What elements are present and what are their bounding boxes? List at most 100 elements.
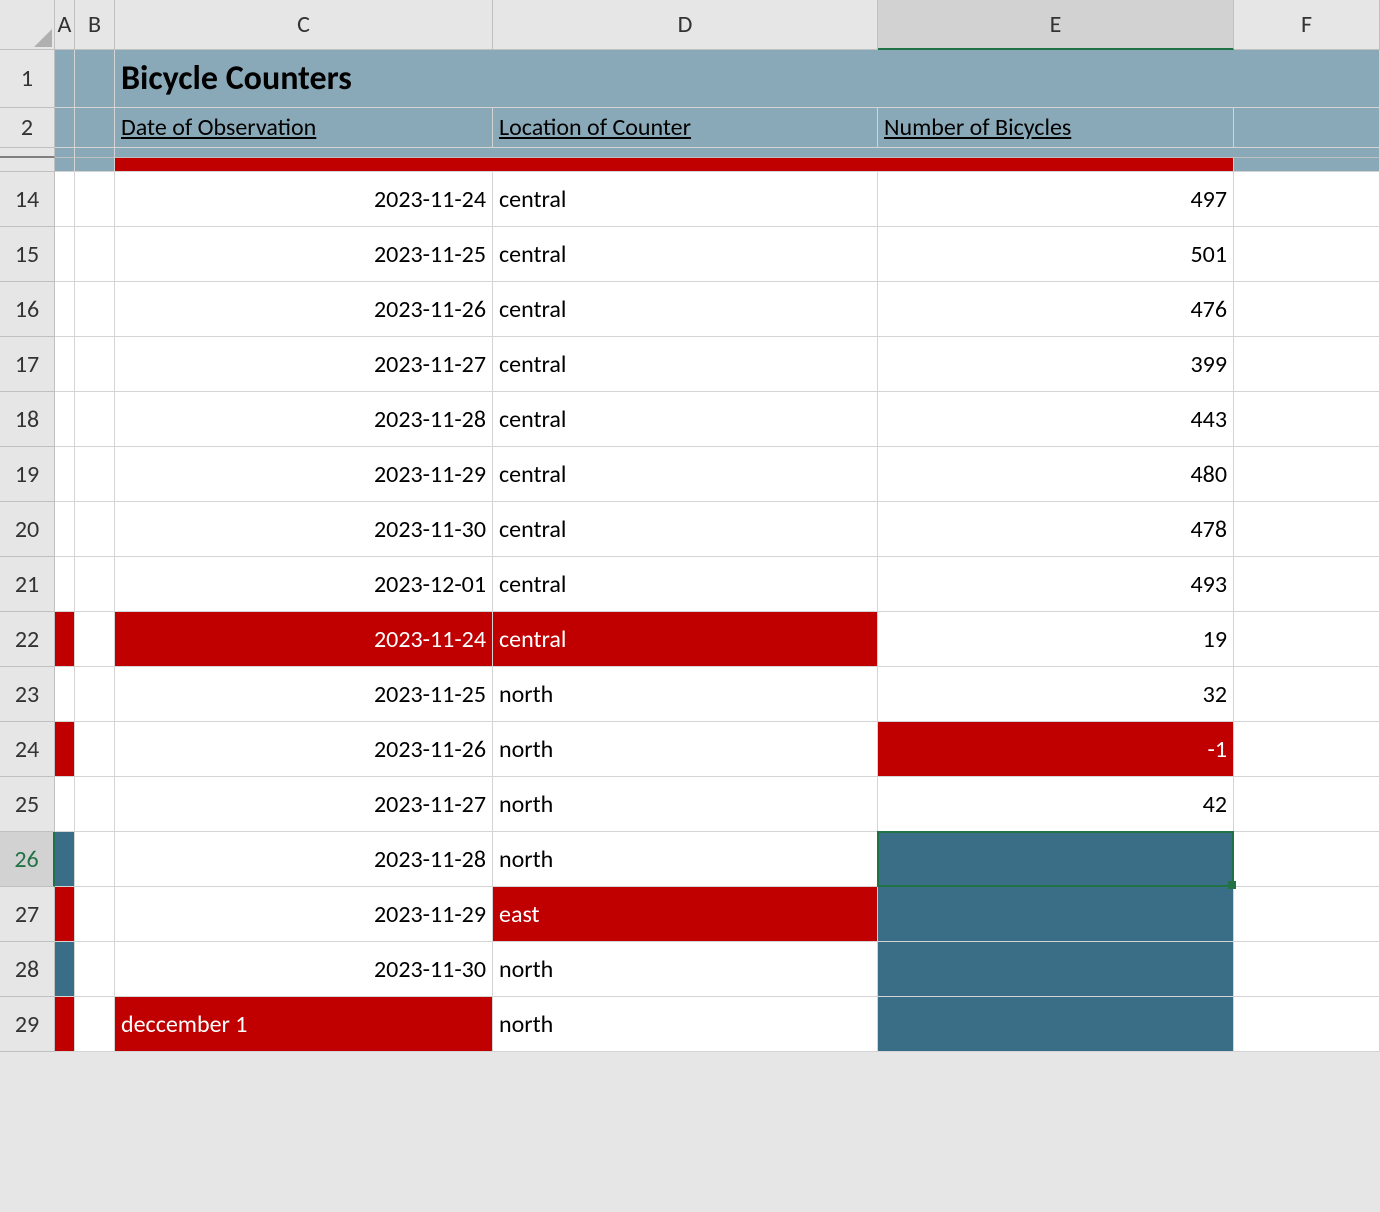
- select-all-corner[interactable]: [0, 0, 55, 50]
- cell-f-26[interactable]: [1234, 832, 1380, 887]
- cell-b-14[interactable]: [75, 172, 115, 227]
- cell-date-17[interactable]: 2023-11-27: [115, 337, 493, 392]
- cell-location-18[interactable]: central: [493, 392, 878, 447]
- column-header-c[interactable]: C: [115, 0, 493, 50]
- cell-count-20[interactable]: 478: [878, 502, 1234, 557]
- cell-date-14[interactable]: 2023-11-24: [115, 172, 493, 227]
- cell-b-25[interactable]: [75, 777, 115, 832]
- cell-date-16[interactable]: 2023-11-26: [115, 282, 493, 337]
- cell-f-25[interactable]: [1234, 777, 1380, 832]
- cell-location-15[interactable]: central: [493, 227, 878, 282]
- row-header-22[interactable]: 22: [0, 612, 55, 667]
- cell-f-29[interactable]: [1234, 997, 1380, 1052]
- column-header-e[interactable]: E: [878, 0, 1234, 50]
- row-header-25[interactable]: 25: [0, 777, 55, 832]
- row-header-frozen-gap[interactable]: [0, 158, 55, 172]
- cell-location-23[interactable]: north: [493, 667, 878, 722]
- row-header-24[interactable]: 24: [0, 722, 55, 777]
- cell-b-19[interactable]: [75, 447, 115, 502]
- cell-date-25[interactable]: 2023-11-27: [115, 777, 493, 832]
- cell-date-27[interactable]: 2023-11-29: [115, 887, 493, 942]
- cell-count-25[interactable]: 42: [878, 777, 1234, 832]
- cell-date-23[interactable]: 2023-11-25: [115, 667, 493, 722]
- cell-f-22[interactable]: [1234, 612, 1380, 667]
- row-header-18[interactable]: 18: [0, 392, 55, 447]
- row-header-27[interactable]: 27: [0, 887, 55, 942]
- cell-f-14[interactable]: [1234, 172, 1380, 227]
- cell-location-21[interactable]: central: [493, 557, 878, 612]
- cell-count-15[interactable]: 501: [878, 227, 1234, 282]
- row-header-23[interactable]: 23: [0, 667, 55, 722]
- cell-f-18[interactable]: [1234, 392, 1380, 447]
- cell-count-29[interactable]: [878, 997, 1234, 1052]
- cell-location-27[interactable]: east: [493, 887, 878, 942]
- cell-count-24[interactable]: -1: [878, 722, 1234, 777]
- row-header-21[interactable]: 21: [0, 557, 55, 612]
- column-header-a[interactable]: A: [55, 0, 75, 50]
- cell-count-23[interactable]: 32: [878, 667, 1234, 722]
- cell-date-19[interactable]: 2023-11-29: [115, 447, 493, 502]
- cell-count-18[interactable]: 443: [878, 392, 1234, 447]
- row-header-2[interactable]: 2: [0, 108, 55, 148]
- cell-location-25[interactable]: north: [493, 777, 878, 832]
- cell-b-15[interactable]: [75, 227, 115, 282]
- cell-location-22[interactable]: central: [493, 612, 878, 667]
- cell-count-16[interactable]: 476: [878, 282, 1234, 337]
- cell-date-24[interactable]: 2023-11-26: [115, 722, 493, 777]
- cell-count-27[interactable]: [878, 887, 1234, 942]
- row-header-16[interactable]: 16: [0, 282, 55, 337]
- cell-date-18[interactable]: 2023-11-28: [115, 392, 493, 447]
- cell-b-29[interactable]: [75, 997, 115, 1052]
- cell-f-19[interactable]: [1234, 447, 1380, 502]
- cell-f-15[interactable]: [1234, 227, 1380, 282]
- cell-b-22[interactable]: [75, 612, 115, 667]
- row-header-29[interactable]: 29: [0, 997, 55, 1052]
- cell-f-27[interactable]: [1234, 887, 1380, 942]
- cell-location-16[interactable]: central: [493, 282, 878, 337]
- column-header-d[interactable]: D: [493, 0, 878, 50]
- column-header-b[interactable]: B: [75, 0, 115, 50]
- cell-b-17[interactable]: [75, 337, 115, 392]
- cell-f-23[interactable]: [1234, 667, 1380, 722]
- row-header-26[interactable]: 26: [0, 832, 55, 887]
- cell-f-20[interactable]: [1234, 502, 1380, 557]
- cell-f-21[interactable]: [1234, 557, 1380, 612]
- cell-count-26[interactable]: [878, 832, 1234, 887]
- cell-date-26[interactable]: 2023-11-28: [115, 832, 493, 887]
- cell-b-27[interactable]: [75, 887, 115, 942]
- row-header-19[interactable]: 19: [0, 447, 55, 502]
- cell-count-28[interactable]: [878, 942, 1234, 997]
- row-header-frozen-gap[interactable]: [0, 148, 55, 158]
- row-header-14[interactable]: 14: [0, 172, 55, 227]
- row-header-17[interactable]: 17: [0, 337, 55, 392]
- cell-b-28[interactable]: [75, 942, 115, 997]
- cell-b-26[interactable]: [75, 832, 115, 887]
- cell-date-21[interactable]: 2023-12-01: [115, 557, 493, 612]
- cell-count-14[interactable]: 497: [878, 172, 1234, 227]
- cell-b-20[interactable]: [75, 502, 115, 557]
- cell-f-17[interactable]: [1234, 337, 1380, 392]
- column-header-f[interactable]: F: [1234, 0, 1380, 50]
- cell-location-28[interactable]: north: [493, 942, 878, 997]
- cell-date-28[interactable]: 2023-11-30: [115, 942, 493, 997]
- cell-date-22[interactable]: 2023-11-24: [115, 612, 493, 667]
- cell-f-28[interactable]: [1234, 942, 1380, 997]
- cell-b-21[interactable]: [75, 557, 115, 612]
- cell-b-24[interactable]: [75, 722, 115, 777]
- cell-a2[interactable]: [55, 108, 75, 148]
- cell-f-16[interactable]: [1234, 282, 1380, 337]
- row-header-20[interactable]: 20: [0, 502, 55, 557]
- cell-b-23[interactable]: [75, 667, 115, 722]
- cell-location-29[interactable]: north: [493, 997, 878, 1052]
- cell-location-26[interactable]: north: [493, 832, 878, 887]
- cell-b1[interactable]: [75, 50, 115, 108]
- cell-a1[interactable]: [55, 50, 75, 108]
- cell-count-21[interactable]: 493: [878, 557, 1234, 612]
- cell-f2[interactable]: [1234, 108, 1380, 148]
- cell-b-18[interactable]: [75, 392, 115, 447]
- cell-date-29[interactable]: deccember 1: [115, 997, 493, 1052]
- row-header-1[interactable]: 1: [0, 50, 55, 108]
- cell-count-17[interactable]: 399: [878, 337, 1234, 392]
- row-header-15[interactable]: 15: [0, 227, 55, 282]
- cell-count-19[interactable]: 480: [878, 447, 1234, 502]
